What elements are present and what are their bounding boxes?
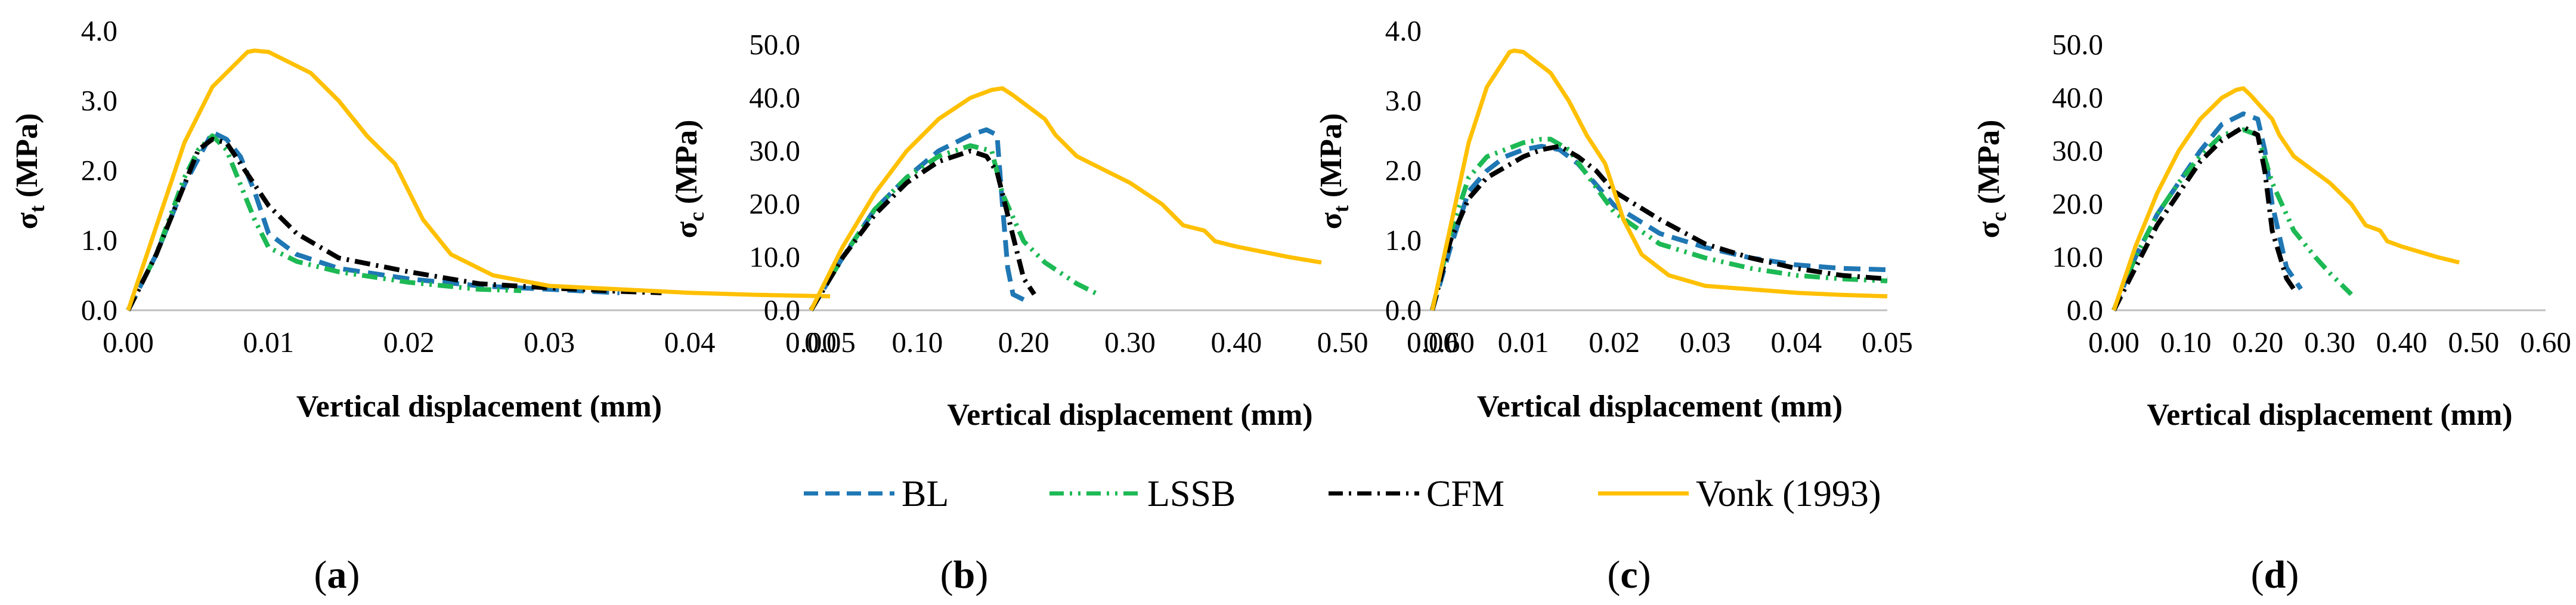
- x-tick-label: 0.00: [1407, 326, 1458, 359]
- series-line-cfm: [809, 149, 1036, 312]
- y-tick-label: 2.0: [81, 154, 117, 187]
- y-tick-label: 0.0: [1385, 294, 1422, 326]
- x-tick-label: 0.40: [2376, 326, 2428, 359]
- y-tick-label: 50.0: [749, 28, 800, 61]
- legend-label-lssb: LSSB: [1147, 474, 1236, 514]
- x-tick-label: 0.00: [103, 326, 154, 359]
- x-axis-label: Vertical displacement (mm): [296, 390, 662, 424]
- y-tick-label: 0.0: [81, 294, 117, 326]
- y-tick-label: 10.0: [2052, 240, 2103, 273]
- series-line-vonk-1993: [2111, 86, 2460, 311]
- y-tick-label: 4.0: [81, 14, 117, 47]
- series-line-lssb: [809, 143, 1100, 312]
- x-tick-label: 0.50: [1317, 326, 1368, 359]
- x-tick-label: 0.01: [1498, 326, 1549, 359]
- chart-a: 0.0 1.0 2.0 3.0 4.0 0.00 0.01 0.02 0.03 0.04 0.05 V…: [10, 14, 856, 424]
- x-tick-label: 0.00: [2088, 326, 2140, 359]
- y-tick-label: 1.0: [1385, 224, 1422, 257]
- series-line-bl: [126, 129, 620, 311]
- legend-item-vonk: Vonk (1993): [1598, 474, 1881, 514]
- x-tick-label: 0.20: [2232, 326, 2283, 359]
- series-line-vonk-1993: [126, 48, 831, 311]
- y-tick-label: 40.0: [749, 81, 800, 114]
- x-tick-label: 0.10: [2160, 326, 2212, 359]
- panel-label-d: (d): [2251, 553, 2299, 597]
- legend-label-bl: BL: [902, 474, 949, 514]
- series-line-vonk-1993: [1430, 48, 1888, 311]
- series-line-cfm: [126, 137, 662, 311]
- x-tick-label: 0.50: [2448, 326, 2499, 359]
- x-tick-label: 0.02: [1589, 326, 1640, 359]
- x-tick-label: 0.10: [891, 326, 943, 359]
- y-tick-label: 3.0: [1385, 84, 1422, 117]
- x-tick-label: 0.60: [2520, 326, 2571, 359]
- legend-item-bl: BL: [804, 474, 949, 514]
- y-tick-label: 3.0: [81, 84, 117, 117]
- chart-c: 0.0 1.0 2.0 3.0 4.0 0.00 0.01 0.02 0.03 0.04 0.05 V…: [1314, 14, 1913, 424]
- y-tick-label: 20.0: [749, 187, 800, 220]
- series-line-bl: [2111, 111, 2303, 311]
- x-axis-label: Vertical displacement (mm): [947, 398, 1312, 432]
- series-line-cfm: [1430, 144, 1888, 311]
- series-line-lssb: [1430, 137, 1888, 311]
- y-axis-label: σc (MPa): [670, 120, 708, 239]
- y-tick-label: 20.0: [2052, 187, 2103, 220]
- x-tick-label: 0.03: [1680, 326, 1731, 359]
- legend: BL LSSB CFM Vonk (1993): [804, 474, 1881, 514]
- chart-d: 0.0 10.0 20.0 30.0 40.0 50.0 0.00 0.10 0.20 0.30 0…: [1972, 28, 2571, 432]
- series-line-lssb: [2111, 127, 2354, 311]
- y-tick-label: 2.0: [1385, 154, 1422, 187]
- y-tick-label: 0.0: [764, 294, 800, 326]
- x-axis-label: Vertical displacement (mm): [1477, 390, 1843, 424]
- y-tick-label: 1.0: [81, 224, 117, 257]
- y-axis-label: σc (MPa): [1972, 120, 2011, 239]
- y-tick-label: 50.0: [2052, 28, 2103, 61]
- x-tick-label: 0.20: [998, 326, 1049, 359]
- x-tick-label: 0.03: [524, 326, 575, 359]
- series-line-vonk-1993: [809, 86, 1322, 311]
- legend-label-cfm: CFM: [1426, 474, 1504, 514]
- y-tick-label: 30.0: [749, 134, 800, 167]
- series-line-bl: [809, 127, 1025, 312]
- x-tick-label: 0.40: [1210, 326, 1262, 359]
- x-tick-label: 0.01: [243, 326, 295, 359]
- legend-label-vonk: Vonk (1993): [1696, 474, 1881, 514]
- series-line-lssb: [126, 133, 522, 311]
- y-tick-label: 4.0: [1385, 14, 1422, 47]
- panel-label-c: (c): [1607, 553, 1651, 597]
- panel-label-a: (a): [314, 553, 360, 597]
- panel-label-b: (b): [940, 553, 989, 597]
- y-tick-label: 30.0: [2052, 134, 2103, 167]
- charts-container: 0.0 1.0 2.0 3.0 4.0 0.00 0.01 0.02 0.03 0.04 0.05 V…: [10, 14, 2571, 432]
- x-tick-label: 0.30: [1104, 326, 1156, 359]
- series-line-bl: [1430, 144, 1888, 311]
- y-tick-label: 40.0: [2052, 81, 2103, 114]
- x-axis-label: Vertical displacement (mm): [2147, 398, 2512, 432]
- y-axis-label: σt (MPa): [10, 113, 49, 230]
- y-tick-label: 0.0: [2067, 294, 2103, 326]
- x-tick-label: 0.04: [664, 326, 716, 359]
- legend-item-lssb: LSSB: [1049, 474, 1236, 514]
- x-tick-label: 0.05: [804, 326, 856, 359]
- x-tick-label: 0.05: [1862, 326, 1913, 359]
- x-tick-label: 0.00: [785, 326, 837, 359]
- x-tick-label: 0.60: [1423, 326, 1475, 359]
- chart-b: 0.0 10.0 20.0 30.0 40.0 50.0 0.00 0.10 0.20 0.30 0…: [670, 28, 1475, 432]
- x-tick-label: 0.02: [383, 326, 435, 359]
- x-tick-label: 0.04: [1771, 326, 1822, 359]
- y-axis-label: σt (MPa): [1314, 113, 1353, 230]
- x-tick-label: 0.30: [2304, 326, 2355, 359]
- legend-item-cfm: CFM: [1329, 474, 1504, 514]
- y-tick-label: 10.0: [749, 240, 800, 273]
- series-line-cfm: [2111, 125, 2296, 311]
